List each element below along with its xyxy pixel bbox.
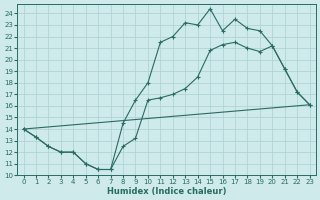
X-axis label: Humidex (Indice chaleur): Humidex (Indice chaleur) [107,187,226,196]
